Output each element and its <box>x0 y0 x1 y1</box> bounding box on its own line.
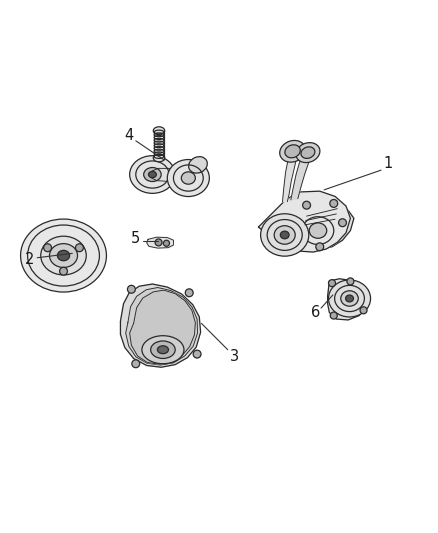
Polygon shape <box>328 279 367 320</box>
Polygon shape <box>291 152 311 200</box>
Ellipse shape <box>346 295 353 302</box>
Ellipse shape <box>151 341 175 359</box>
Polygon shape <box>283 152 297 201</box>
Polygon shape <box>130 290 195 364</box>
Circle shape <box>163 240 170 246</box>
Polygon shape <box>120 284 201 367</box>
Ellipse shape <box>142 336 184 364</box>
Ellipse shape <box>21 219 106 292</box>
Polygon shape <box>301 207 354 249</box>
Ellipse shape <box>181 172 195 184</box>
Circle shape <box>193 350 201 358</box>
Ellipse shape <box>301 147 315 158</box>
Ellipse shape <box>261 214 309 256</box>
Ellipse shape <box>309 223 327 238</box>
Text: 5: 5 <box>131 231 141 246</box>
Circle shape <box>328 280 336 287</box>
Ellipse shape <box>296 143 320 163</box>
Circle shape <box>360 307 367 314</box>
Text: 3: 3 <box>230 349 239 364</box>
Polygon shape <box>258 191 350 252</box>
Circle shape <box>132 360 140 368</box>
Ellipse shape <box>49 244 78 268</box>
Ellipse shape <box>153 127 165 135</box>
Text: 4: 4 <box>124 127 134 143</box>
Circle shape <box>347 278 354 285</box>
Ellipse shape <box>41 236 86 275</box>
Ellipse shape <box>167 159 209 197</box>
Circle shape <box>303 201 311 209</box>
Circle shape <box>330 312 337 319</box>
Ellipse shape <box>341 291 358 306</box>
Ellipse shape <box>296 211 340 250</box>
Circle shape <box>75 244 83 252</box>
Ellipse shape <box>280 141 305 162</box>
Text: 1: 1 <box>383 156 392 171</box>
Circle shape <box>339 219 346 227</box>
Circle shape <box>127 285 135 293</box>
Circle shape <box>316 243 324 251</box>
Circle shape <box>44 244 52 252</box>
Ellipse shape <box>148 172 156 177</box>
Polygon shape <box>126 287 198 365</box>
Ellipse shape <box>189 157 207 173</box>
Ellipse shape <box>280 231 289 239</box>
Text: 6: 6 <box>311 305 320 320</box>
Circle shape <box>155 239 162 246</box>
Ellipse shape <box>285 145 300 158</box>
Text: 2: 2 <box>25 253 35 268</box>
Ellipse shape <box>144 167 161 182</box>
Ellipse shape <box>153 154 165 162</box>
Ellipse shape <box>328 280 371 317</box>
Ellipse shape <box>57 251 70 261</box>
Polygon shape <box>147 237 173 248</box>
Ellipse shape <box>130 156 175 193</box>
Ellipse shape <box>274 225 295 244</box>
Polygon shape <box>152 168 191 182</box>
Circle shape <box>60 267 67 275</box>
Ellipse shape <box>157 346 169 354</box>
Circle shape <box>330 199 338 207</box>
Circle shape <box>185 289 193 297</box>
